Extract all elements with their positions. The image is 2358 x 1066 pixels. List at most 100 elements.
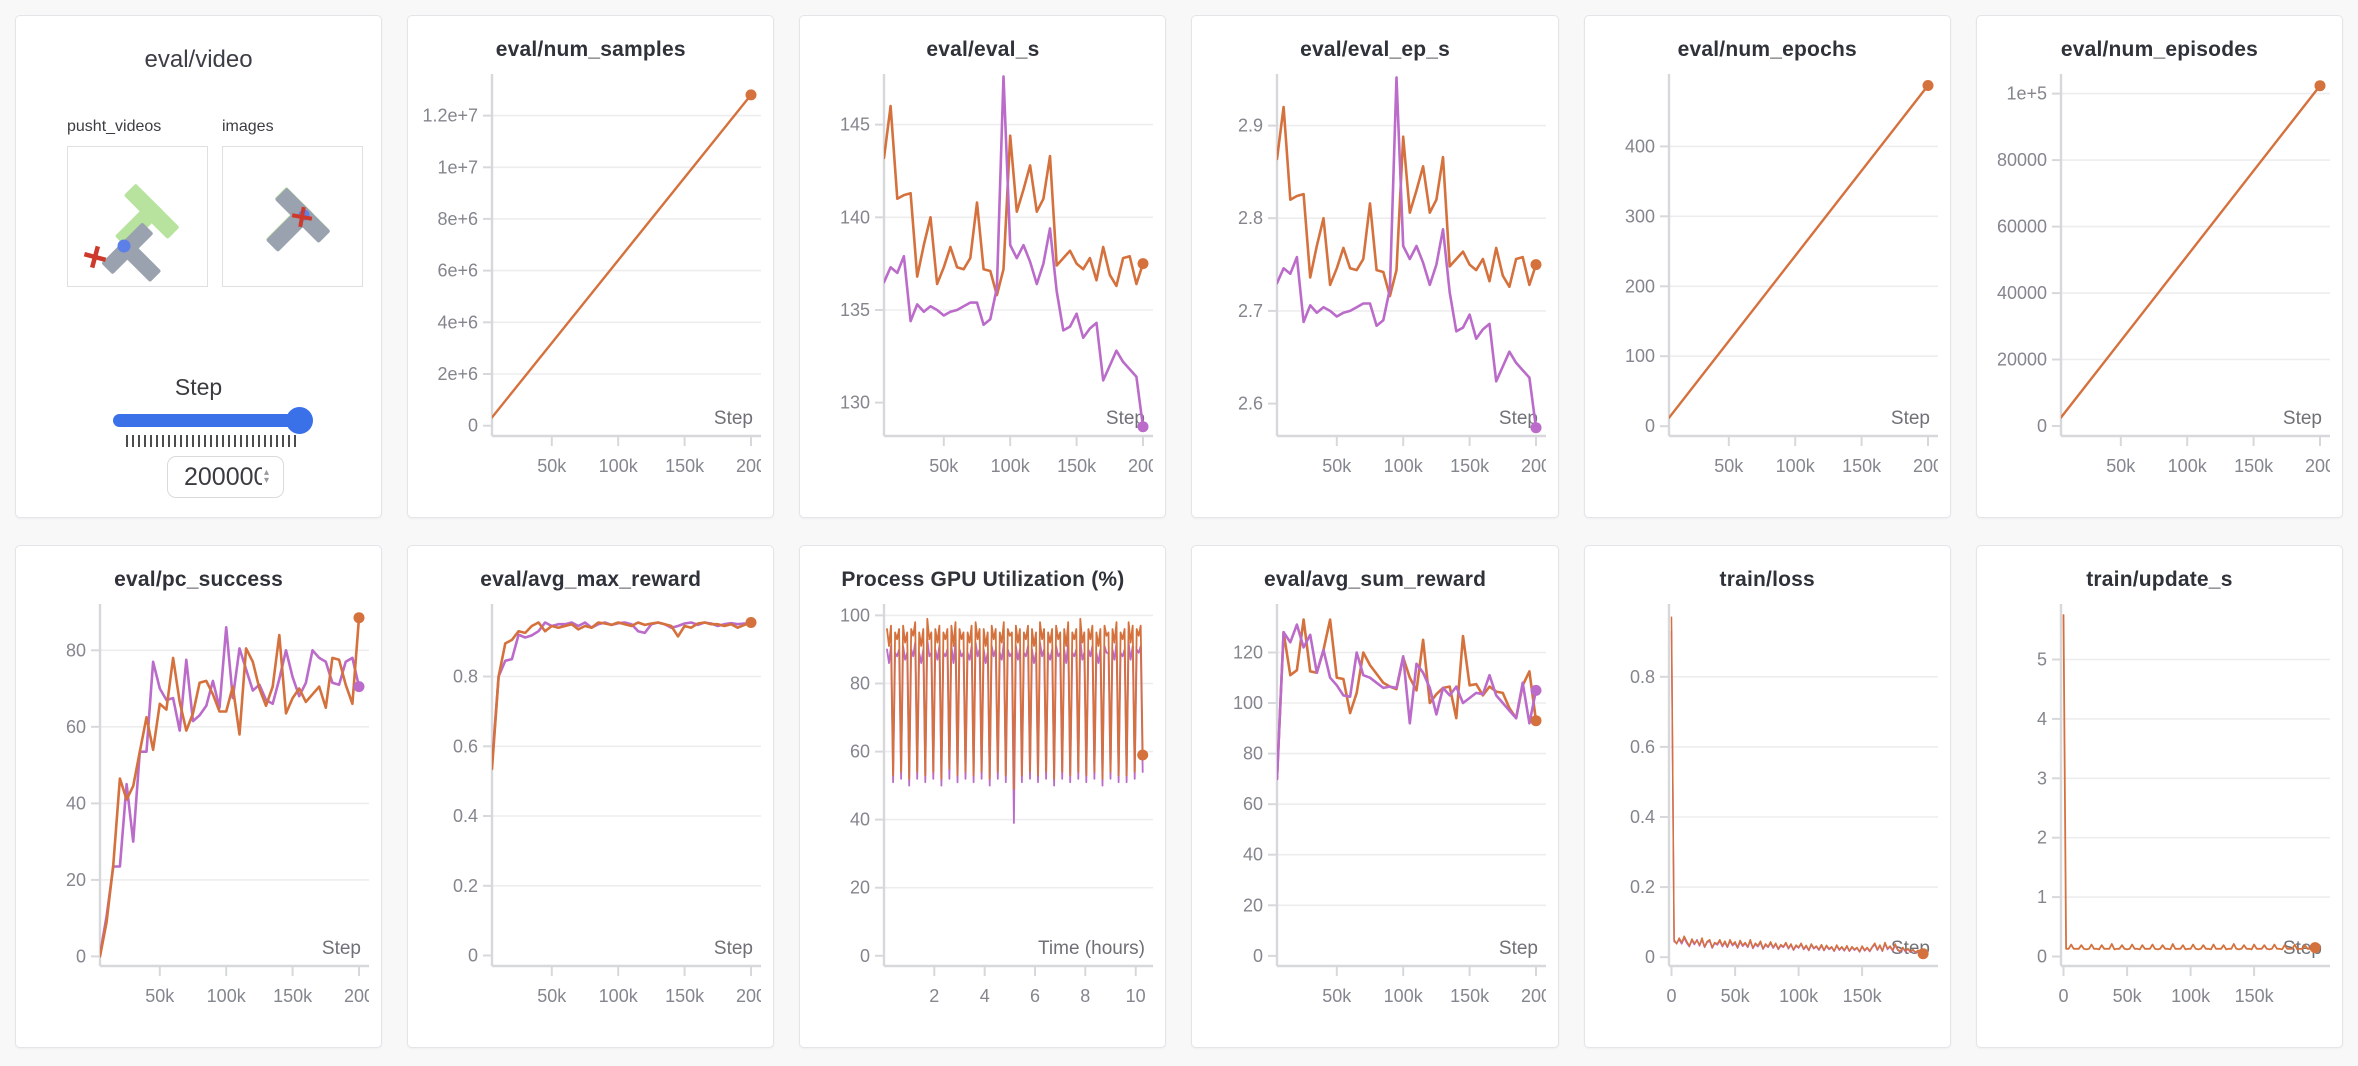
step-slider-knob[interactable] bbox=[286, 407, 313, 434]
svg-text:5: 5 bbox=[2037, 650, 2047, 670]
svg-text:60: 60 bbox=[850, 742, 870, 762]
svg-text:150k: 150k bbox=[1450, 456, 1490, 476]
svg-text:200: 200 bbox=[1913, 456, 1938, 476]
chart-panel-avg-sum-reward: eval/avg_sum_reward 0 20 40 60 80 100 120 50k 10… bbox=[1191, 545, 1559, 1048]
svg-text:150k: 150k bbox=[2234, 456, 2274, 476]
line-chart-num-episodes[interactable]: 0 20000 40000 60000 80000 1e+5 50k 100k 150k 200 S… bbox=[1989, 72, 2330, 496]
goal-cross-marker bbox=[291, 206, 313, 228]
pusht-image bbox=[266, 187, 330, 252]
svg-text:0: 0 bbox=[1645, 947, 1655, 967]
svg-text:80: 80 bbox=[66, 640, 86, 660]
svg-text:100k: 100k bbox=[1779, 986, 1819, 1006]
line-chart-pc-success[interactable]: 0 20 40 60 80 50k 100k 150k 200 Step bbox=[28, 602, 370, 1026]
svg-text:200: 200 bbox=[1521, 456, 1546, 476]
step-slider-label: Step bbox=[174, 374, 223, 400]
thumb-label-images: images bbox=[222, 118, 274, 135]
svg-text:Step: Step bbox=[2283, 408, 2322, 429]
svg-text:2.6: 2.6 bbox=[1238, 394, 1263, 414]
svg-text:40: 40 bbox=[66, 793, 86, 813]
svg-text:1e+7: 1e+7 bbox=[438, 157, 479, 177]
svg-text:Step: Step bbox=[322, 938, 361, 959]
pusht-video-thumbnail[interactable] bbox=[67, 146, 208, 287]
line-chart-num-epochs[interactable]: 0 100 200 300 400 50k 100k 150k 200 Step bbox=[1597, 72, 1938, 496]
chart-panel-num-samples: eval/num_samples 0 2e+6 4e+6 6e+6 8e+6 1e+7 1.… bbox=[407, 15, 775, 518]
line-chart-avg-sum-reward[interactable]: 0 20 40 60 80 100 120 50k 100k 150k 200 Step bbox=[1205, 602, 1546, 1026]
svg-text:8: 8 bbox=[1081, 986, 1091, 1006]
svg-text:50k: 50k bbox=[1714, 456, 1744, 476]
svg-text:0: 0 bbox=[2037, 947, 2047, 967]
svg-text:150k: 150k bbox=[2234, 986, 2274, 1006]
line-chart-eval-ep-s[interactable]: 2.6 2.7 2.8 2.9 50k 100k 150k 200 Step bbox=[1205, 72, 1546, 496]
media-panel-eval-video: eval/video pusht_videos images bbox=[15, 15, 383, 518]
svg-text:80: 80 bbox=[1243, 744, 1263, 764]
svg-text:60: 60 bbox=[1243, 794, 1263, 814]
svg-text:150k: 150k bbox=[273, 986, 313, 1006]
svg-text:6e+6: 6e+6 bbox=[438, 261, 479, 281]
chart-panel-pc-success: eval/pc_success 0 20 40 60 80 50k 100k 150k 200 S… bbox=[15, 545, 383, 1048]
svg-text:6: 6 bbox=[1030, 986, 1040, 1006]
svg-text:100k: 100k bbox=[1383, 986, 1423, 1006]
svg-text:100k: 100k bbox=[991, 456, 1031, 476]
stepper-chevrons-icon[interactable]: ▴ ▾ bbox=[263, 467, 270, 486]
chart-title: eval/eval_s bbox=[926, 38, 1040, 61]
step-slider[interactable] bbox=[113, 407, 313, 434]
svg-text:400: 400 bbox=[1625, 136, 1655, 156]
chart-panel-train-update-s: train/update_s 0 1 2 3 4 5 0 50k 100k 150k Step bbox=[1975, 545, 2343, 1048]
svg-text:50k: 50k bbox=[1322, 986, 1352, 1006]
svg-text:20: 20 bbox=[1243, 895, 1263, 915]
svg-text:50k: 50k bbox=[538, 986, 568, 1006]
svg-text:0: 0 bbox=[468, 946, 478, 966]
svg-text:Step: Step bbox=[1106, 408, 1145, 429]
pusht-scene-image bbox=[83, 184, 179, 282]
line-chart-num-samples[interactable]: 0 2e+6 4e+6 6e+6 8e+6 1e+7 1.2e+7 50k 100k 150k 20… bbox=[420, 72, 762, 496]
svg-text:150k: 150k bbox=[1842, 456, 1882, 476]
svg-text:50k: 50k bbox=[1322, 456, 1352, 476]
svg-text:60000: 60000 bbox=[1997, 217, 2047, 237]
svg-text:4: 4 bbox=[980, 986, 990, 1006]
step-value-input[interactable] bbox=[181, 461, 264, 493]
svg-text:2: 2 bbox=[930, 986, 940, 1006]
svg-text:40: 40 bbox=[1243, 845, 1263, 865]
goal-cross-marker bbox=[83, 245, 107, 269]
chart-title: eval/pc_success bbox=[114, 568, 283, 591]
svg-text:0.4: 0.4 bbox=[1630, 807, 1655, 827]
chart-title: eval/avg_sum_reward bbox=[1264, 568, 1487, 591]
chart-title: Process GPU Utilization (%) bbox=[841, 568, 1125, 591]
svg-text:100k: 100k bbox=[207, 986, 247, 1006]
svg-text:2.9: 2.9 bbox=[1238, 116, 1263, 136]
svg-text:100: 100 bbox=[1233, 693, 1263, 713]
svg-text:20: 20 bbox=[66, 870, 86, 890]
svg-text:Step: Step bbox=[1891, 408, 1930, 429]
line-chart-eval-s[interactable]: 130 135 140 145 50k 100k 150k 200 Step bbox=[812, 72, 1154, 496]
svg-text:0: 0 bbox=[1666, 986, 1676, 1006]
svg-text:200: 200 bbox=[344, 986, 369, 1006]
svg-text:0: 0 bbox=[1253, 946, 1263, 966]
svg-text:50k: 50k bbox=[930, 456, 960, 476]
line-chart-avg-max-reward[interactable]: 0 0.2 0.4 0.6 0.8 50k 100k 150k 200 Step bbox=[420, 602, 762, 1026]
svg-text:Step: Step bbox=[1498, 408, 1537, 429]
svg-text:Time (hours): Time (hours) bbox=[1038, 938, 1145, 959]
chart-title: eval/avg_max_reward bbox=[480, 568, 702, 591]
svg-text:200: 200 bbox=[1625, 276, 1655, 296]
svg-text:150k: 150k bbox=[665, 456, 705, 476]
svg-text:100k: 100k bbox=[599, 456, 639, 476]
svg-text:50k: 50k bbox=[2106, 456, 2136, 476]
step-value-box[interactable]: ▴▾ bbox=[167, 456, 284, 498]
svg-text:4e+6: 4e+6 bbox=[438, 312, 479, 332]
line-chart-gpu-utilization[interactable]: 0 20 40 60 80 100 2 4 6 8 10 Time (hours) bbox=[812, 602, 1154, 1026]
chart-panel-gpu-utilization: Process GPU Utilization (%) 0 20 40 60 80 100… bbox=[799, 545, 1167, 1048]
svg-text:2: 2 bbox=[2037, 828, 2047, 848]
svg-text:200: 200 bbox=[736, 456, 761, 476]
images-thumbnail[interactable] bbox=[222, 146, 363, 287]
svg-text:145: 145 bbox=[840, 115, 870, 135]
svg-text:0: 0 bbox=[860, 946, 870, 966]
chart-title: eval/num_epochs bbox=[1677, 38, 1857, 61]
slider-tick-ruler bbox=[126, 435, 298, 447]
thumb-label-pusht-videos: pusht_videos bbox=[67, 118, 162, 135]
svg-text:100k: 100k bbox=[1383, 456, 1423, 476]
svg-text:0: 0 bbox=[2058, 986, 2068, 1006]
svg-text:8e+6: 8e+6 bbox=[438, 209, 479, 229]
chart-panel-num-episodes: eval/num_episodes 0 20000 40000 60000 80000 1… bbox=[1975, 15, 2343, 518]
